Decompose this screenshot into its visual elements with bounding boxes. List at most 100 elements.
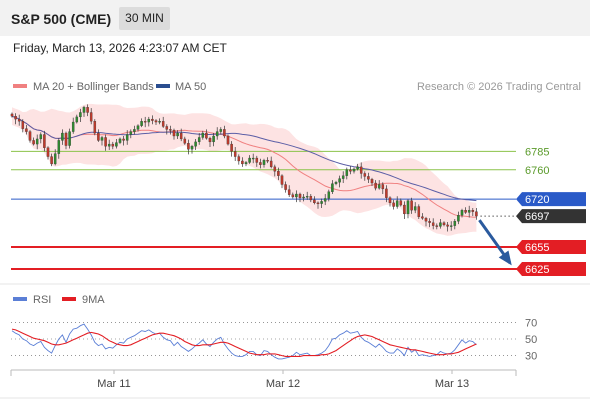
candle xyxy=(406,199,410,219)
candle xyxy=(100,136,104,146)
candle xyxy=(89,108,93,125)
candle xyxy=(367,172,370,184)
candle xyxy=(349,166,352,175)
candle xyxy=(309,194,313,203)
candle xyxy=(39,132,43,144)
candle-body xyxy=(374,182,377,189)
candle-body xyxy=(475,211,478,217)
candle xyxy=(316,201,320,209)
candle-body xyxy=(259,162,262,165)
candle-body xyxy=(431,222,435,226)
candle xyxy=(284,181,287,193)
candle-body xyxy=(356,166,359,170)
candle-body xyxy=(395,200,399,207)
candle xyxy=(28,130,32,143)
candle-body xyxy=(331,183,334,192)
candle xyxy=(262,158,266,168)
candle xyxy=(17,114,21,126)
candle-body xyxy=(460,210,464,216)
candle xyxy=(161,116,165,128)
candle xyxy=(291,192,295,199)
candle xyxy=(14,113,17,125)
candle-body xyxy=(428,221,431,223)
candle-body xyxy=(287,189,291,195)
interval-button[interactable]: 30 MIN xyxy=(119,7,170,30)
candle-body xyxy=(309,196,313,201)
candle xyxy=(352,167,356,174)
candle xyxy=(176,130,179,139)
chart-timestamp: Friday, March 13, 2026 4:23:07 AM CET xyxy=(13,41,227,55)
candle xyxy=(93,119,97,136)
candle-body xyxy=(118,138,122,143)
legend-9ma: 9MA xyxy=(82,294,105,306)
candle xyxy=(403,201,406,220)
candle-body xyxy=(208,138,212,143)
candle-body xyxy=(136,125,140,130)
candle xyxy=(273,164,277,177)
candle xyxy=(399,198,403,207)
rsi-tick-70: 70 xyxy=(525,317,537,329)
candle xyxy=(129,129,133,139)
candle-body xyxy=(385,188,388,198)
candle-body xyxy=(467,210,471,213)
candle-body xyxy=(161,121,165,127)
ma50-line xyxy=(11,115,477,202)
candle-body xyxy=(107,143,111,147)
candle-body xyxy=(338,178,341,183)
candle-body xyxy=(237,156,241,162)
level-label-6697: 6697 xyxy=(525,211,549,223)
candle xyxy=(212,133,215,147)
candle xyxy=(460,208,464,218)
candle-body xyxy=(61,132,64,141)
candle-body xyxy=(28,131,32,141)
candle-body xyxy=(230,143,233,152)
candle-body xyxy=(169,129,172,131)
legend-swatch-rsi xyxy=(13,297,27,301)
candle-body xyxy=(194,141,197,147)
candle xyxy=(302,194,305,202)
candle-body xyxy=(241,160,244,165)
candle-body xyxy=(471,210,475,212)
candle xyxy=(97,129,100,142)
candle xyxy=(374,180,377,191)
candle xyxy=(453,219,457,230)
candle xyxy=(392,199,395,210)
candle-body xyxy=(115,142,118,147)
level-tag-6625 xyxy=(516,261,586,276)
candle-body xyxy=(295,193,298,198)
candle xyxy=(280,174,284,189)
candle-body xyxy=(43,134,46,148)
candle xyxy=(435,223,439,230)
candle-body xyxy=(327,191,331,199)
candle xyxy=(86,104,89,117)
candle-body xyxy=(305,196,309,198)
forecast-arrow-head xyxy=(498,250,512,266)
candle-body xyxy=(190,146,194,150)
candle xyxy=(320,198,323,208)
candle xyxy=(32,137,35,146)
candle xyxy=(233,147,237,161)
candle-body xyxy=(100,137,104,141)
level-label-6760: 6760 xyxy=(525,165,549,177)
candle xyxy=(442,221,446,227)
copyright: Research © 2026 Trading Central xyxy=(417,81,581,93)
candle xyxy=(327,189,331,202)
candle xyxy=(140,118,143,128)
candle-body xyxy=(435,225,439,227)
candle-body xyxy=(273,166,277,172)
candle xyxy=(111,141,115,150)
candle-body xyxy=(97,132,100,141)
candle-body xyxy=(352,168,356,172)
candle-body xyxy=(140,121,143,126)
legend-ma50: MA 50 xyxy=(175,81,206,93)
candle xyxy=(151,115,154,125)
candle-body xyxy=(68,131,71,146)
candle xyxy=(359,162,363,179)
candle-body xyxy=(89,112,93,122)
candle-body xyxy=(223,129,226,137)
candle-body xyxy=(413,206,417,211)
candle xyxy=(158,118,161,125)
candle xyxy=(136,124,140,132)
candle-body xyxy=(381,184,385,190)
candle xyxy=(169,125,172,135)
